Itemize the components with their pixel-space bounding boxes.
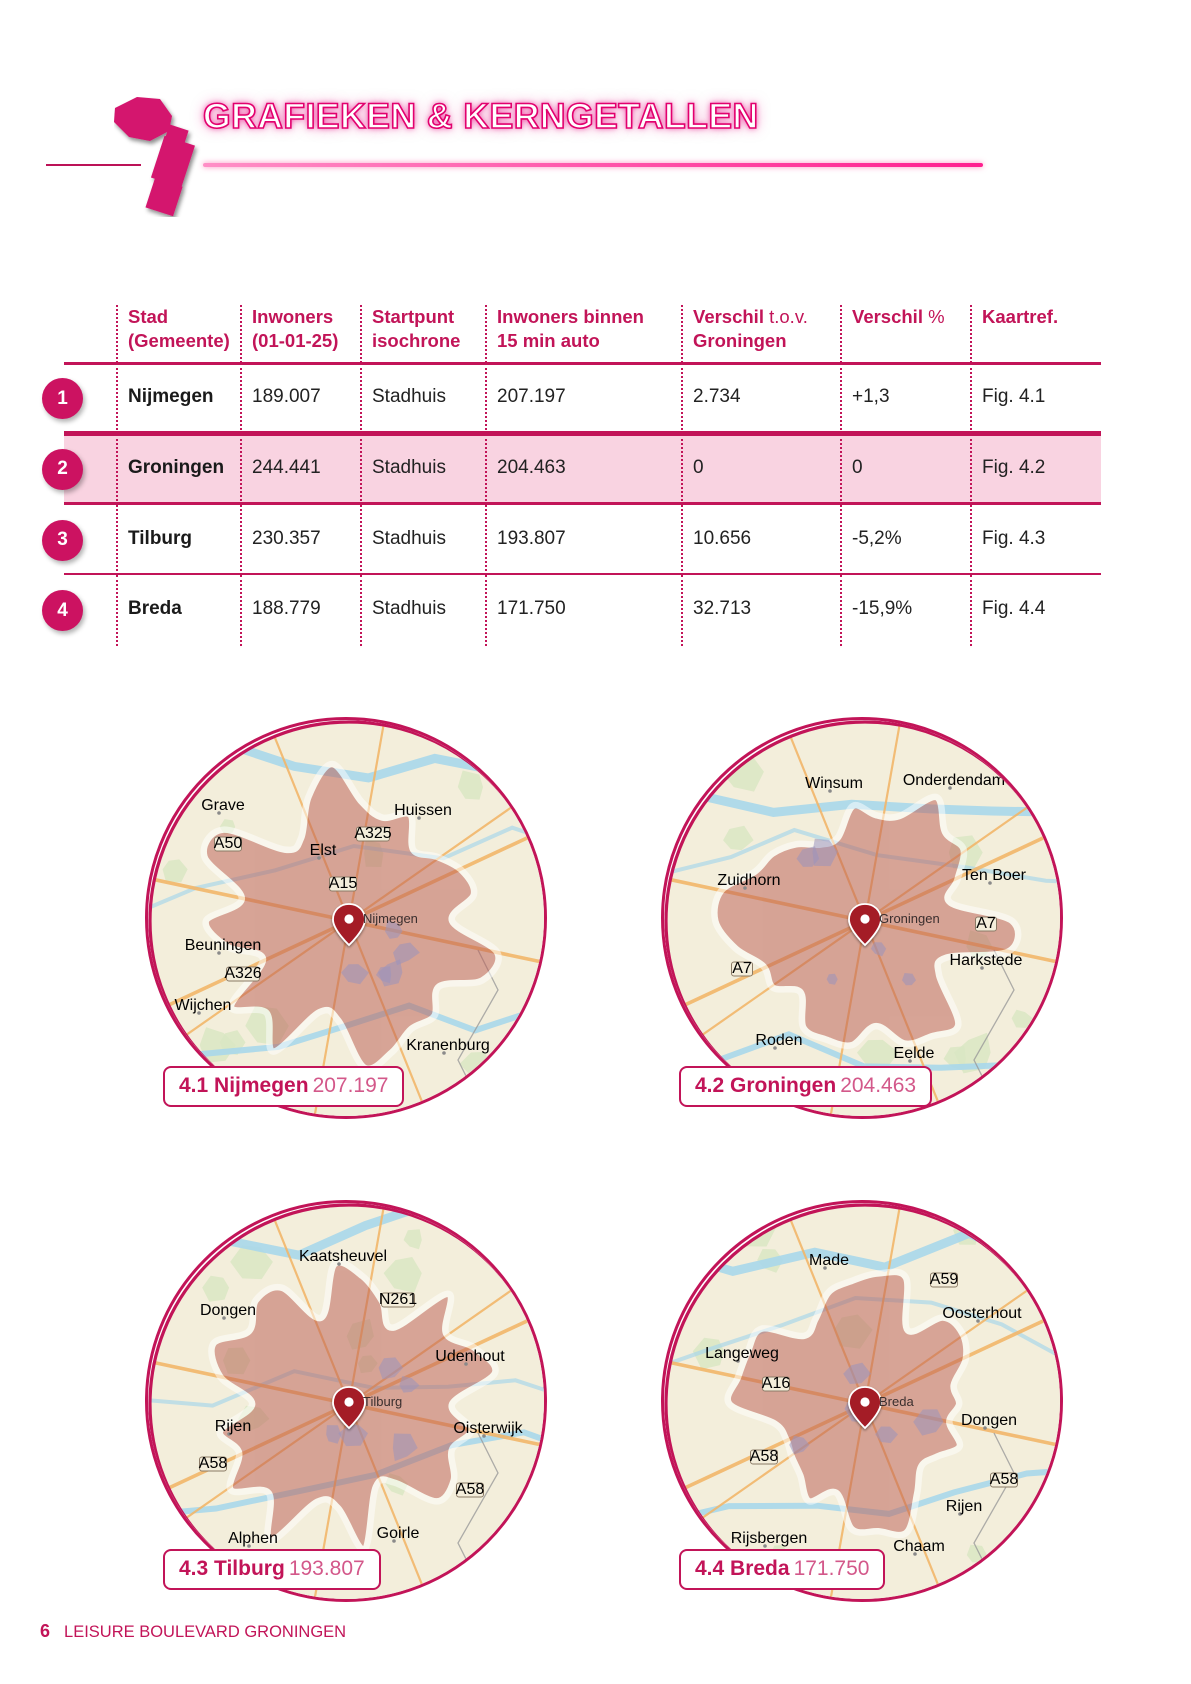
svg-text:Dongen: Dongen (961, 1412, 1017, 1429)
svg-text:Tilburg: Tilburg (363, 1394, 402, 1409)
svg-text:Rijsbergen: Rijsbergen (731, 1530, 807, 1547)
svg-text:Beuningen: Beuningen (185, 937, 262, 954)
svg-text:N261: N261 (379, 1291, 417, 1308)
svg-text:A16: A16 (762, 1375, 791, 1392)
svg-text:Alphen: Alphen (228, 1530, 278, 1547)
svg-text:Udenhout: Udenhout (435, 1348, 505, 1365)
svg-text:Elst: Elst (310, 842, 337, 859)
svg-text:Oosterhout: Oosterhout (942, 1305, 1022, 1322)
svg-text:Oisterwijk: Oisterwijk (453, 1420, 523, 1437)
svg-text:A58: A58 (199, 1455, 228, 1472)
svg-text:A7: A7 (976, 915, 996, 932)
svg-text:Winsum: Winsum (805, 775, 863, 792)
svg-text:Langeweg: Langeweg (705, 1345, 779, 1362)
svg-text:A325: A325 (354, 825, 391, 842)
svg-text:Made: Made (809, 1252, 849, 1269)
svg-text:Harkstede: Harkstede (950, 952, 1023, 969)
svg-text:Breda: Breda (879, 1394, 914, 1409)
svg-text:Dongen: Dongen (200, 1302, 256, 1319)
svg-text:Zuidhorn: Zuidhorn (717, 872, 780, 889)
svg-text:Eelde: Eelde (894, 1045, 935, 1062)
svg-text:A7: A7 (732, 960, 752, 977)
svg-text:A58: A58 (990, 1471, 1019, 1488)
svg-text:Huissen: Huissen (394, 802, 452, 819)
svg-text:Kaatsheuvel: Kaatsheuvel (299, 1248, 387, 1265)
svg-text:Onderdendam: Onderdendam (903, 772, 1005, 789)
svg-text:Groningen: Groningen (879, 911, 940, 926)
svg-text:A58: A58 (456, 1481, 485, 1498)
svg-text:Chaam: Chaam (893, 1538, 945, 1555)
svg-text:Kranenburg: Kranenburg (406, 1037, 490, 1054)
svg-text:Ten Boer: Ten Boer (962, 867, 1027, 884)
svg-text:Grave: Grave (201, 797, 245, 814)
svg-text:A15: A15 (329, 875, 358, 892)
svg-text:Wijchen: Wijchen (175, 997, 232, 1014)
svg-text:A50: A50 (214, 835, 243, 852)
svg-text:Rijen: Rijen (946, 1498, 982, 1515)
svg-text:Goirle: Goirle (377, 1525, 420, 1542)
svg-text:Rijen: Rijen (215, 1418, 251, 1435)
svg-text:Nijmegen: Nijmegen (363, 911, 418, 926)
svg-text:A58: A58 (750, 1448, 779, 1465)
svg-text:A59: A59 (930, 1271, 959, 1288)
svg-text:A326: A326 (224, 965, 261, 982)
svg-text:Roden: Roden (755, 1032, 802, 1049)
